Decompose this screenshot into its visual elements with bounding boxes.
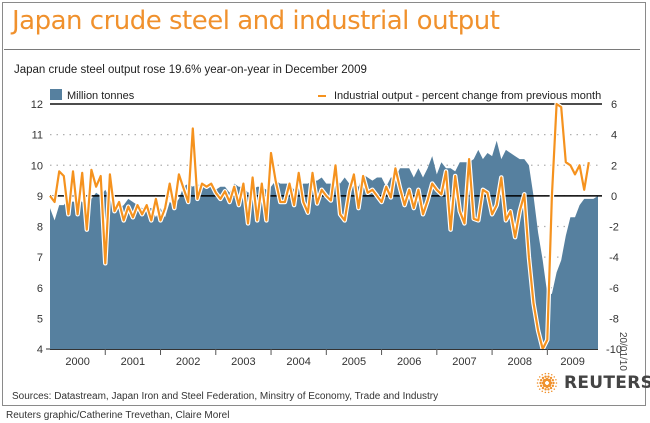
logo-dot [541, 376, 545, 380]
logo-dot [547, 391, 550, 394]
logo-dot [555, 378, 557, 381]
left-tick-label: 12 [31, 99, 43, 111]
x-tick-label: 2004 [286, 356, 310, 368]
logo-dot [541, 381, 546, 385]
logo-dot [541, 374, 544, 376]
chart-title: Japan crude steel and industrial output [12, 6, 500, 36]
logo-dot [555, 382, 558, 384]
left-tick-label: 5 [37, 313, 43, 325]
legend: Million tonnes Industrial output - perce… [50, 89, 601, 102]
legend-label-steel: Million tonnes [67, 90, 135, 102]
reuters-logo: REUTERS [536, 372, 650, 394]
right-tick-label: 6 [611, 99, 617, 111]
reuters-dots-icon [536, 372, 558, 394]
x-tick-label: 2002 [176, 356, 200, 368]
logo-dot [548, 381, 553, 385]
x-tick-label: 2009 [560, 356, 584, 368]
left-tick-label: 11 [32, 130, 43, 142]
logo-dot [553, 388, 556, 390]
logo-dot [542, 383, 547, 388]
x-tick-label: 2008 [507, 356, 531, 368]
logo-dot [544, 391, 547, 394]
legend-label-industrial-output: Industrial output - percent change from … [334, 90, 601, 102]
logo-dot [549, 376, 553, 380]
logo-dot [544, 388, 547, 391]
right-tick-label: 4 [611, 130, 617, 142]
logo-dot [538, 388, 541, 390]
right-tick-label: -2 [609, 222, 619, 234]
right-tick-label: 2 [611, 160, 617, 172]
logo-dot [539, 381, 542, 385]
logo-dot [538, 376, 541, 378]
logo-dot [547, 378, 552, 383]
right-axis-ticks: 6 4 2 0 -2 -4 -6 -8 -10 [606, 99, 622, 356]
date-stamp: 20/01/10 [617, 332, 628, 371]
logo-dot [547, 388, 550, 391]
left-tick-label: 10 [31, 160, 43, 172]
logo-dot [541, 390, 544, 392]
chart-frame [2, 2, 646, 406]
logo-dot [542, 378, 547, 383]
logo-dot [547, 383, 552, 388]
left-tick-label: 6 [37, 283, 43, 295]
right-tick-label: 0 [611, 191, 617, 203]
logo-dot [537, 385, 539, 388]
reuters-wordmark: REUTERS [564, 373, 650, 393]
logo-dot [553, 376, 556, 378]
left-axis-ticks: 12 11 10 9 8 7 6 5 4 [31, 99, 50, 356]
logo-dot [539, 378, 543, 382]
left-tick-label: 7 [37, 252, 43, 264]
industrial-output-line [49, 102, 590, 351]
logo-dot [545, 384, 549, 389]
steel-area-series [50, 140, 598, 349]
right-tick-label: -10 [606, 344, 622, 356]
graphic-credit: Reuters graphic/Catherine Trevethan, Cla… [6, 410, 230, 421]
logo-dot [544, 372, 547, 375]
left-tick-label: 8 [37, 222, 43, 234]
sources-note: Sources: Datastream, Japan Iron and Stee… [12, 391, 439, 402]
logo-dot [545, 377, 549, 382]
right-tick-label: -6 [609, 283, 619, 295]
logo-dot [547, 372, 550, 375]
x-tick-label: 2001 [121, 356, 145, 368]
logo-dot [539, 384, 543, 388]
logo-dot [547, 375, 550, 378]
legend-swatch-steel [50, 89, 62, 100]
logo-dot [550, 390, 553, 392]
logo-dot [544, 375, 547, 378]
logo-dot [537, 378, 539, 381]
logo-dot [550, 374, 553, 376]
logo-dot [541, 386, 545, 390]
x-tick-label: 2000 [65, 356, 89, 368]
x-tick-label: 2007 [452, 356, 476, 368]
logo-dot [549, 386, 553, 390]
right-tick-label: -8 [609, 313, 619, 325]
chart-subtitle: Japan crude steel output rose 19.6% year… [14, 64, 367, 76]
title-divider [4, 49, 640, 50]
logo-dot [551, 384, 555, 388]
x-tick-label: 2005 [342, 356, 366, 368]
right-tick-label: -4 [609, 252, 619, 264]
x-axis-ticks: 2000 2001 2002 2003 2004 2005 2006 2007 2008 2009 [50, 349, 598, 368]
left-tick-label: 9 [37, 191, 43, 203]
x-tick-label: 2003 [231, 356, 255, 368]
left-tick-label: 4 [37, 344, 43, 356]
logo-dot [555, 385, 557, 388]
logo-dot [552, 381, 555, 385]
logo-dot [536, 382, 539, 384]
x-tick-label: 2006 [397, 356, 421, 368]
logo-dot [551, 378, 555, 382]
